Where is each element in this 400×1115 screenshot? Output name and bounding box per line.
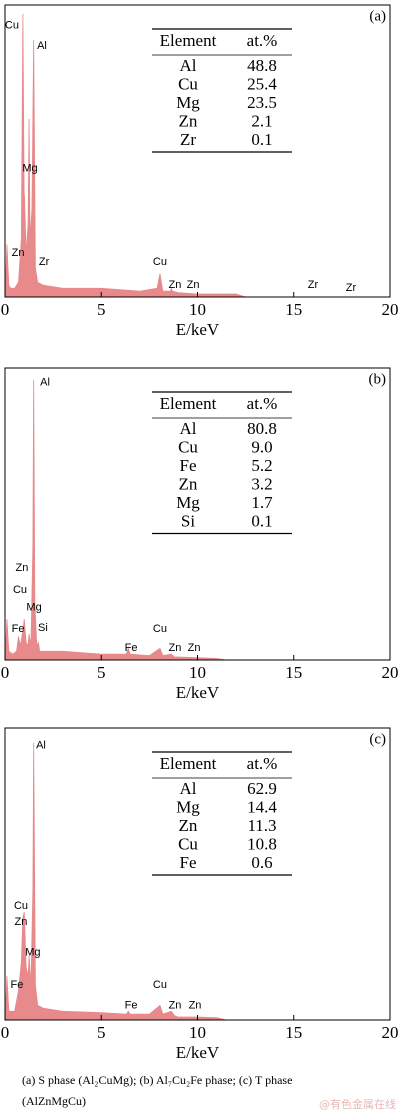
table-header: Element — [160, 754, 217, 773]
peak-label: Mg — [25, 947, 40, 959]
peak-label: Zn — [187, 279, 200, 291]
panel-label: (b) — [369, 371, 387, 387]
peak-label: Cu — [153, 979, 167, 991]
peak-label: Cu — [153, 623, 167, 635]
peak-label: Zr — [308, 279, 319, 291]
table-cell: Mg — [176, 797, 200, 816]
peak-label: Zn — [169, 642, 182, 654]
caption: (AlZnMgCu) — [22, 1094, 86, 1108]
peak-label: Cu — [14, 900, 28, 912]
table-cell: Fe — [180, 853, 197, 872]
table-header: Element — [160, 31, 217, 50]
table-cell: 0.6 — [251, 853, 272, 872]
table-cell: Al — [180, 779, 197, 798]
table-cell: 9.0 — [251, 437, 272, 456]
x-axis-label: E/keV — [176, 683, 220, 702]
peak-label: Zn — [189, 999, 202, 1011]
caption: (a) S phase (Al₂CuMg); (b) Al₇Cu₂Fe phas… — [22, 1073, 292, 1087]
table-cell: Cu — [178, 437, 198, 456]
spectrum-area — [4, 13, 390, 298]
table-cell: Cu — [178, 834, 198, 853]
peak-label: Fe — [12, 623, 25, 635]
spectrum-area — [4, 379, 390, 661]
x-tick-label: 10 — [189, 300, 206, 319]
peak-label: Cu — [13, 584, 27, 596]
table-cell: Zr — [180, 130, 196, 149]
peak-label: Zn — [169, 279, 182, 291]
table-cell: Cu — [178, 74, 198, 93]
table-cell: Zn — [179, 474, 198, 493]
table-header: at.% — [247, 394, 278, 413]
x-tick-label: 15 — [285, 300, 302, 319]
table-header: at.% — [247, 754, 278, 773]
table-cell: 5.2 — [251, 456, 272, 475]
table-cell: 0.1 — [251, 511, 272, 530]
x-tick-label: 5 — [97, 300, 106, 319]
x-tick-label: 20 — [382, 1023, 399, 1042]
peak-label: Zr — [39, 256, 50, 268]
x-tick-label: 10 — [189, 1023, 206, 1042]
table-cell: Fe — [180, 456, 197, 475]
table-cell: 10.8 — [247, 834, 277, 853]
peak-label: Al — [40, 377, 50, 389]
table-cell: Zn — [179, 816, 198, 835]
peak-label: Fe — [11, 979, 24, 991]
x-axis-label: E/keV — [176, 1043, 220, 1062]
table-cell: 25.4 — [247, 74, 277, 93]
table-cell: 3.2 — [251, 474, 272, 493]
table-cell: 0.1 — [251, 130, 272, 149]
peak-label: Fe — [125, 642, 138, 654]
table-cell: Mg — [176, 493, 200, 512]
table-cell: Al — [180, 56, 197, 75]
x-tick-label: 15 — [285, 1023, 302, 1042]
x-tick-label: 20 — [382, 663, 399, 682]
table-cell: 48.8 — [247, 56, 277, 75]
peak-label: Cu — [153, 256, 167, 268]
table-cell: 80.8 — [247, 419, 277, 438]
table-cell: Al — [180, 419, 197, 438]
table-header: at.% — [247, 31, 278, 50]
peak-label: Zn — [15, 916, 28, 928]
table-cell: 14.4 — [247, 797, 277, 816]
table-cell: 1.7 — [251, 493, 273, 512]
x-tick-label: 15 — [285, 663, 302, 682]
x-tick-label: 5 — [97, 1023, 106, 1042]
watermark: @有色金属在线 — [319, 1097, 396, 1111]
x-tick-label: 0 — [1, 1023, 10, 1042]
peak-label: Mg — [22, 162, 37, 174]
table-cell: Mg — [176, 93, 200, 112]
peak-label: Zn — [188, 642, 201, 654]
table-cell: 23.5 — [247, 93, 277, 112]
x-tick-label: 0 — [1, 300, 10, 319]
table-cell: Si — [181, 511, 195, 530]
peak-label: Zr — [346, 282, 357, 294]
peak-label: Mg — [26, 601, 41, 613]
peak-label: Cu — [5, 19, 19, 31]
peak-label: Fe — [125, 999, 138, 1011]
peak-label: Zn — [12, 247, 25, 259]
table-cell: Zn — [179, 111, 198, 130]
table-header: Element — [160, 394, 217, 413]
peak-label: Zn — [169, 999, 182, 1011]
peak-label: Al — [36, 739, 46, 751]
peak-label: Al — [37, 40, 47, 52]
peak-label: Si — [38, 622, 48, 634]
panel-label: (a) — [369, 8, 386, 24]
x-tick-label: 20 — [382, 300, 399, 319]
x-tick-label: 10 — [189, 663, 206, 682]
x-axis-label: E/keV — [176, 320, 220, 339]
table-cell: 62.9 — [247, 779, 277, 798]
peak-label: Zn — [16, 562, 29, 574]
table-cell: 2.1 — [251, 111, 272, 130]
table-cell: 11.3 — [247, 816, 276, 835]
spectrum-area — [4, 742, 390, 1021]
x-tick-label: 0 — [1, 663, 10, 682]
x-tick-label: 5 — [97, 663, 106, 682]
panel-label: (c) — [369, 731, 386, 747]
